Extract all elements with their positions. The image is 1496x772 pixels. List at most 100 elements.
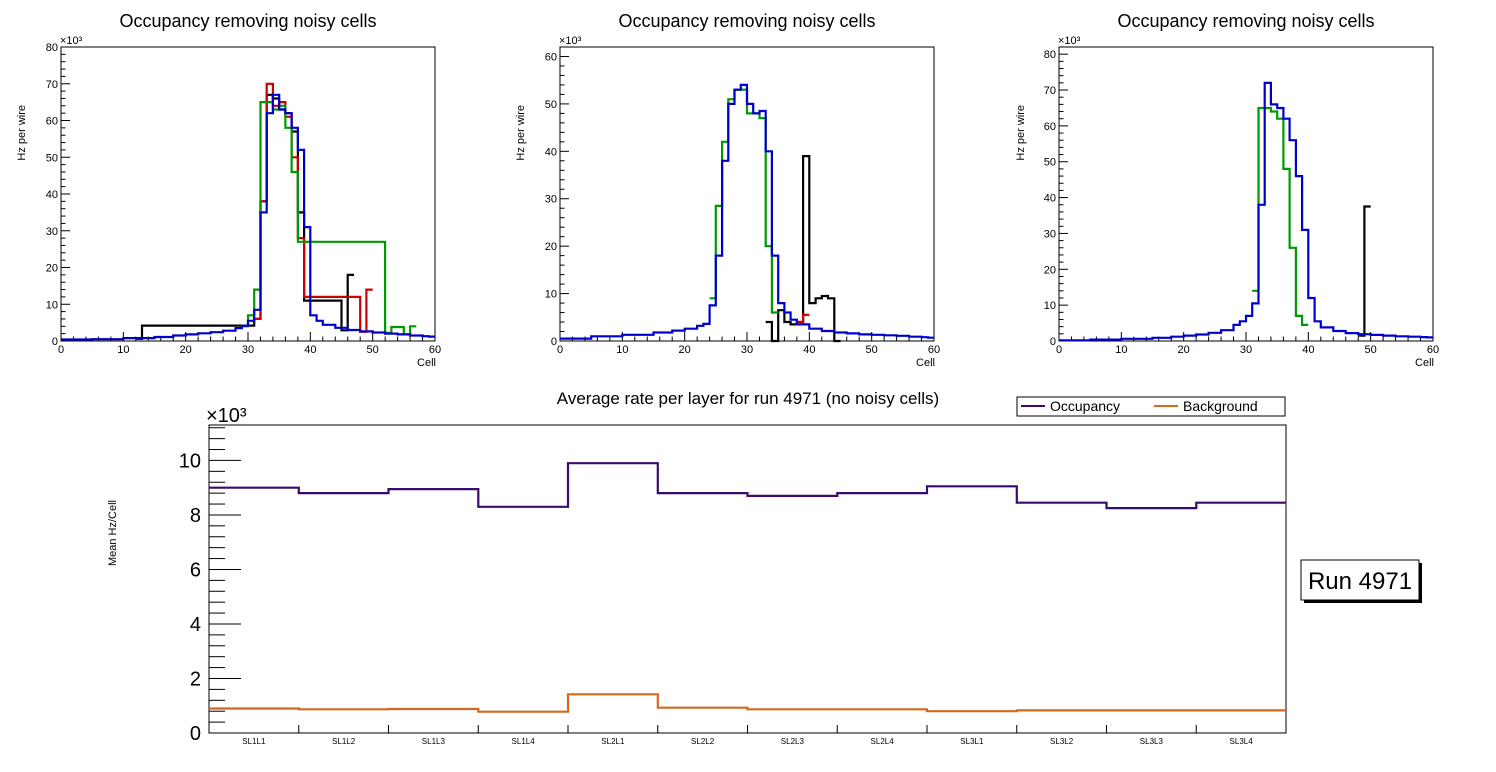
panel-3-frame [1058,46,1434,342]
panel-1-frame [60,46,436,342]
y-tick-label: 60 [1044,121,1056,133]
panel-3-exponent: ×10³ [1058,35,1081,47]
panel-1-ylabel: Hz per wire [16,105,28,161]
legend: Occupancy Background [1016,396,1286,417]
panel-1-xlabel: Cell [417,357,436,369]
x-tick-label: 40 [1302,344,1314,356]
x-tick-label: 20 [1178,344,1190,356]
series-green [709,88,779,314]
x-tick-label: 30 [1240,344,1252,356]
y-tick-label: 50 [1044,157,1056,169]
category-label: SL3L1 [960,737,984,746]
y-tick-label: 4 [190,614,201,636]
y-tick-label: 70 [46,79,58,91]
average-rate-exponent: ×10³ [206,405,247,427]
occupancy-panel-1: Occupancy removing noisy cells ×10³ Hz p… [16,11,441,369]
category-label: SL1L3 [422,737,446,746]
panel-2-series [560,83,934,343]
y-tick-label: 30 [1044,228,1056,240]
y-tick-label: 60 [46,116,58,128]
y-tick-label: 30 [46,226,58,238]
panel-1-axes: 0 10 20 30 40 50 60 0 10 20 30 40 50 60 70 80 [46,42,441,356]
legend-occupancy-label: Occupancy [1050,398,1120,414]
series-red [254,82,373,333]
x-tick-label: 20 [180,344,192,356]
panel-2-axes: 0 10 20 30 40 50 60 0 10 20 30 40 50 60 [545,46,940,356]
average-rate-axes: 0 2 4 6 8 10 SL1L1 SL1L2 SL1L3 SL1L4 SL2L1 SL2L2 SL2… [179,427,1287,746]
category-label: SL3L4 [1230,737,1254,746]
y-tick-label: 8 [190,505,201,527]
y-tick-label: 40 [46,189,58,201]
x-tick-label: 10 [616,344,628,356]
y-tick-label: 10 [179,450,201,472]
y-tick-label: 0 [190,723,201,745]
category-label: SL2L1 [601,737,625,746]
series-background [209,693,1286,713]
x-tick-label: 40 [803,344,815,356]
x-tick-label: 0 [557,344,563,356]
panel-3-xlabel: Cell [1415,357,1434,369]
run-label-text: Run 4971 [1308,568,1412,595]
x-tick-label: 0 [58,344,64,356]
panel-1-exponent: ×10³ [60,35,83,47]
series-red [796,313,810,324]
panel-1-series [61,82,435,341]
x-tick-label: 30 [741,344,753,356]
y-tick-label: 80 [46,42,58,54]
series-green [1252,106,1309,326]
y-tick-label: 50 [46,152,58,164]
category-label: SL1L1 [242,737,266,746]
category-label: SL2L2 [691,737,715,746]
series-occupancy [209,462,1286,510]
panel-2-exponent: ×10³ [559,35,582,47]
average-rate-title: Average rate per layer for run 4971 (no … [557,389,939,408]
panel-1-title: Occupancy removing noisy cells [119,11,376,31]
category-label: SL3L3 [1140,737,1164,746]
y-tick-label: 40 [545,146,557,158]
x-tick-label: 60 [1427,344,1439,356]
occupancy-panel-3: Occupancy removing noisy cells ×10³ Hz p… [1015,11,1439,369]
run-label-box: Run 4971 [1300,559,1422,603]
x-tick-label: 20 [679,344,691,356]
average-rate-series [209,462,1286,713]
series-black [765,155,841,343]
y-tick-label: 80 [1044,49,1056,61]
x-tick-label: 50 [1365,344,1377,356]
y-tick-label: 10 [545,289,557,301]
panel-2-title: Occupancy removing noisy cells [618,11,875,31]
panel-3-axes: 0 10 20 30 40 50 60 0 10 20 30 40 50 60 70 80 [1044,46,1439,356]
y-tick-label: 2 [190,668,201,690]
category-label: SL2L4 [871,737,895,746]
panel-3-ylabel: Hz per wire [1015,105,1027,161]
x-tick-label: 10 [1115,344,1127,356]
average-rate-ylabel: Mean Hz/Cell [107,500,119,566]
legend-background-label: Background [1183,398,1258,414]
x-tick-label: 60 [928,344,940,356]
average-rate-panel: Average rate per layer for run 4971 (no … [107,389,1422,746]
category-label: SL1L2 [332,737,356,746]
category-label: SL1L4 [512,737,536,746]
legend-box [1016,396,1286,417]
series-blue [61,93,435,341]
series-black [1358,205,1371,337]
panel-2-ylabel: Hz per wire [515,105,527,161]
category-label: SL2L3 [781,737,805,746]
category-label: SL3L2 [1050,737,1074,746]
y-tick-label: 0 [52,336,58,348]
y-tick-label: 70 [1044,85,1056,97]
series-blue [1059,81,1433,342]
occupancy-panel-2: Occupancy removing noisy cells ×10³ Hz p… [515,11,940,369]
series-blue [560,83,934,340]
y-tick-label: 20 [545,241,557,253]
panel-3-title: Occupancy removing noisy cells [1117,11,1374,31]
series-green [241,101,417,336]
y-tick-label: 10 [46,299,58,311]
y-tick-label: 40 [1044,193,1056,205]
y-tick-label: 20 [46,263,58,275]
y-tick-label: 30 [545,194,557,206]
y-tick-label: 50 [545,99,557,111]
x-tick-label: 40 [304,344,316,356]
x-tick-label: 30 [242,344,254,356]
x-tick-label: 50 [367,344,379,356]
y-tick-label: 60 [545,51,557,63]
